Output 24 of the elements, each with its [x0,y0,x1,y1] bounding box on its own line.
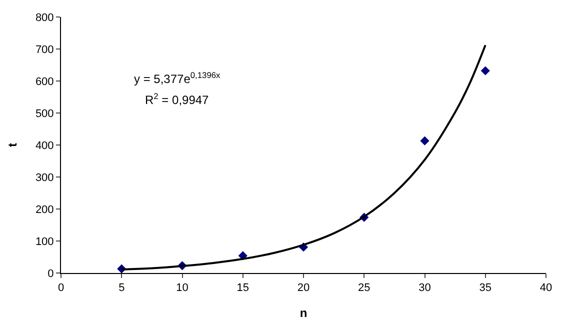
x-tick-label: 0 [58,282,64,294]
annotation: y = 5,377e$^{0,1396x}$ [134,70,222,86]
x-tick-label: 15 [236,282,250,294]
y-tick-label: 300 [35,172,54,184]
y-axis-title: t [6,143,20,147]
y-tick-label: 100 [35,236,54,248]
x-tick-label: 35 [479,282,492,294]
x-axis-title: n [300,306,308,320]
y-tick-label: 600 [35,76,54,88]
x-tick-label: 40 [540,282,552,294]
y-tick-label: 700 [35,44,54,56]
y-tick-label: 500 [35,108,54,120]
y-tick-label: 200 [35,204,54,216]
y-tick-label: 800 [35,12,54,24]
x-tick-label: 30 [418,282,431,294]
x-tick-label: 10 [176,282,188,294]
x-tick-label: 5 [118,282,125,294]
x-tick-label: 25 [358,282,370,294]
point [420,136,430,146]
annotation: R$^{2}$ = 0,9947 [145,91,210,108]
point [480,66,490,76]
y-tick-label: 0 [48,268,54,280]
y-tick-label: 400 [35,140,54,152]
x-tick-label: 20 [297,282,310,294]
